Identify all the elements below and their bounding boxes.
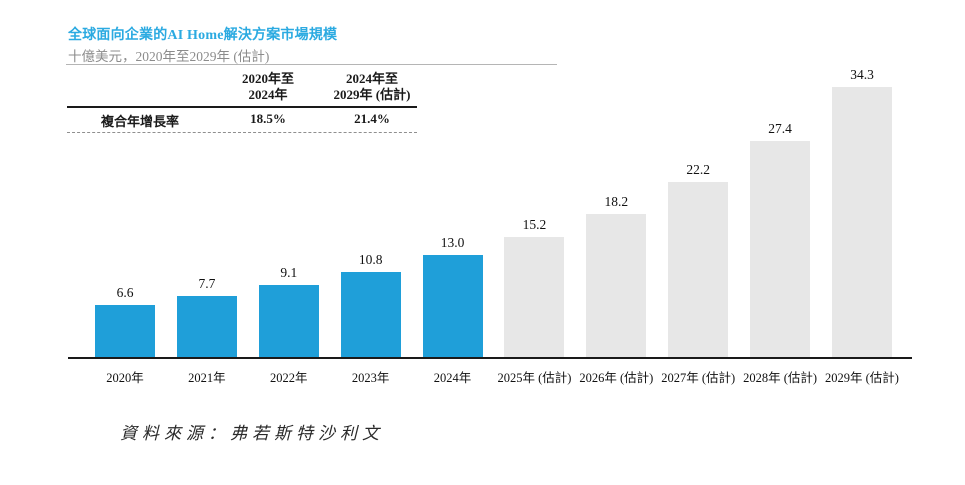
bar-group: 18.2 2026年 (估計) — [579, 66, 653, 385]
bar-group: 34.3 2029年 (估計) — [825, 66, 899, 385]
bar-group: 15.2 2025年 (估計) — [497, 66, 571, 385]
bar-category-label: 2029年 (估計) — [825, 371, 899, 385]
cagr-col1-header-line2: 2024年 — [248, 87, 288, 102]
bar-group: 9.1 2022年 — [258, 66, 319, 385]
cagr-col1-header: 2020年至 2024年 — [193, 71, 343, 103]
bar-category-label: 2024年 — [433, 371, 472, 385]
bar-group: 6.6 2020年 — [95, 66, 155, 385]
bar-estimate — [668, 182, 729, 357]
bar-value-label: 6.6 — [116, 285, 134, 300]
bar-category-label: 2022年 — [270, 371, 308, 385]
cagr-col2-header-line1: 2024年至 — [345, 71, 398, 86]
bar-value-label: 18.2 — [604, 193, 629, 209]
bar-group: 7.7 2021年 — [176, 66, 237, 385]
bar-value-label: 15.2 — [522, 217, 547, 233]
bar-actual — [422, 254, 483, 357]
cagr-col2-header: 2024年至 2029年 (估計) — [297, 71, 447, 103]
bar-value-label: 22.2 — [686, 162, 711, 178]
bar-category-label: 2025年 (估計) — [497, 371, 572, 385]
bar-actual — [176, 296, 237, 357]
bar-actual — [340, 272, 401, 357]
source-note: 資料來源：弗若斯特沙利文 — [120, 424, 384, 443]
bar-category-label: 2028年 (估計) — [743, 371, 818, 385]
chart-title: 全球面向企業的AI Home解決方案市場規模 — [68, 28, 338, 43]
cagr-col2-header-line2: 2029年 (估計) — [333, 87, 411, 102]
bar-estimate — [586, 213, 647, 357]
bar-estimate — [750, 141, 811, 357]
bar-value-label: 9.1 — [280, 265, 298, 281]
cagr-table-bottom-rule — [67, 132, 417, 133]
bar-category-label: 2027年 (估計) — [661, 371, 736, 385]
bar-value-label: 27.4 — [768, 121, 792, 137]
bar-value-label: 13.0 — [440, 234, 465, 250]
bar-actual — [95, 305, 155, 357]
cagr-table-header-rule — [67, 106, 417, 108]
bar-category-label: 2023年 — [351, 371, 390, 385]
bar-category-label: 2026年 (估計) — [579, 371, 654, 385]
title-divider-line — [66, 64, 557, 65]
chart-subtitle: 十億美元，2020年至2029年 (估計) — [68, 49, 270, 64]
bar-estimate — [504, 237, 565, 357]
bar-value-label: 34.3 — [850, 67, 874, 82]
bar-group: 13.0 2024年 — [422, 66, 483, 385]
bar-value-label: 10.8 — [358, 252, 383, 267]
cagr-value-2024-2029: 21.4% — [354, 111, 390, 126]
bar-category-label: 2021年 — [188, 371, 226, 385]
bar-group: 22.2 2027年 (估計) — [661, 66, 735, 385]
cagr-col1-header-line1: 2020年至 — [241, 71, 294, 86]
bar-actual — [258, 285, 319, 357]
bar-category-label: 2020年 — [106, 371, 144, 385]
cagr-value-2020-2024: 18.5% — [250, 111, 286, 126]
bar-estimate — [832, 87, 892, 357]
bar-group: 27.4 2028年 (估計) — [743, 66, 817, 385]
bar-group: 10.8 2023年 — [340, 66, 401, 385]
bar-value-label: 7.7 — [198, 276, 216, 292]
bar-chart-plot: 6.6 2020年 7.7 2021年 9.1 2022年 10.8 2023年 13.0 202… — [68, 66, 912, 385]
cagr-row-label: 複合年增長率 — [101, 114, 180, 129]
